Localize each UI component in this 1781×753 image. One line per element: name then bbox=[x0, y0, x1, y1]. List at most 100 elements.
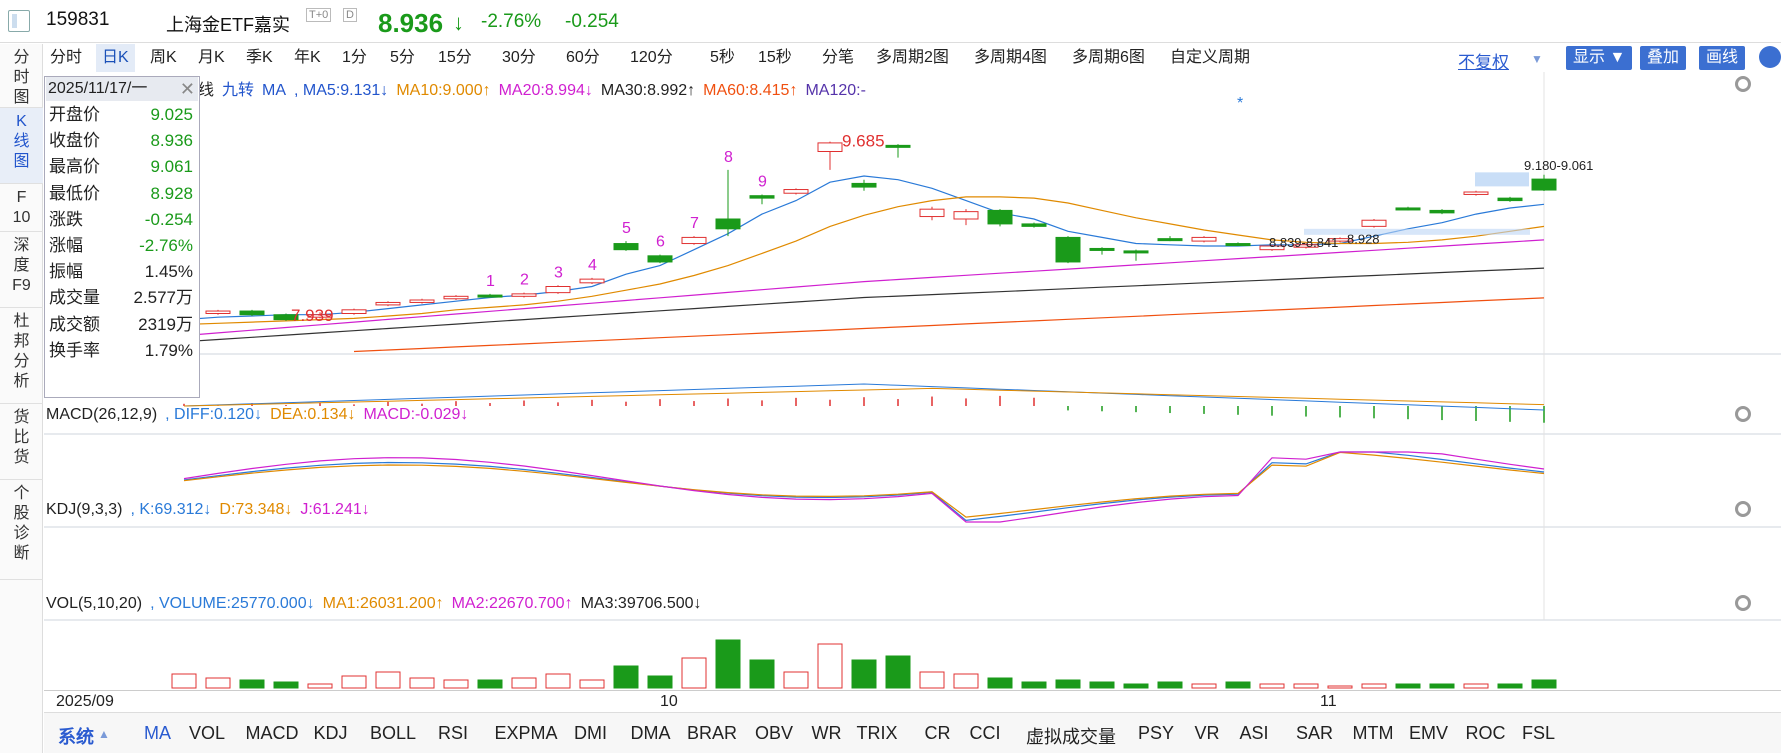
tab-period[interactable]: 日K bbox=[96, 44, 135, 72]
legend-item: MA20:8.994↓ bbox=[498, 82, 593, 99]
indicator-tab[interactable]: OBV bbox=[755, 723, 794, 743]
info-key: 涨跌 bbox=[49, 209, 83, 229]
indicator-tab[interactable]: MA bbox=[144, 723, 171, 743]
tab-period[interactable]: 月K bbox=[198, 49, 225, 66]
info-key: 最高价 bbox=[49, 157, 100, 177]
indicator-tab[interactable]: ASI bbox=[1239, 723, 1269, 743]
left-nav-item[interactable]: F 10 bbox=[0, 184, 43, 232]
td-count-label: 1 bbox=[486, 273, 495, 290]
indicator-tab[interactable]: EMV bbox=[1409, 723, 1449, 743]
tab-period[interactable]: 多周期6图 bbox=[1072, 49, 1145, 66]
show-button[interactable]: 显示 ▼ bbox=[1566, 46, 1633, 70]
ohlc-info-panel: 2025/11/17/一 ✕ 开盘价 9.025 收盘价 8.936 最高价 9.061 最… bbox=[44, 76, 200, 398]
indicator-tab[interactable]: 系统 bbox=[58, 727, 94, 747]
legend-item: MA10:9.000↑ bbox=[396, 82, 491, 99]
indicator-tab[interactable]: BRAR bbox=[687, 723, 738, 743]
indicator-tab[interactable]: MTM bbox=[1352, 723, 1394, 743]
volume-bar bbox=[1395, 683, 1421, 689]
indicator-tab[interactable]: TRIX bbox=[856, 723, 898, 743]
tab-period[interactable]: 分时 bbox=[50, 49, 83, 66]
indicator-tab[interactable]: DMA bbox=[630, 723, 671, 743]
tab-period[interactable]: 5秒 bbox=[710, 49, 735, 66]
caret-down-icon[interactable]: ▼ bbox=[1531, 52, 1543, 66]
candle-body bbox=[1157, 238, 1183, 242]
info-value: 8.928 bbox=[150, 183, 193, 203]
indicator-tab[interactable]: RSI bbox=[438, 723, 469, 743]
candle-body bbox=[273, 314, 299, 321]
sidebar-toggle-icon[interactable] bbox=[8, 10, 30, 32]
volume-bar bbox=[511, 677, 537, 689]
indicator-tab[interactable]: ROC bbox=[1465, 723, 1506, 743]
range-label: 8.839-8.841 bbox=[1269, 235, 1338, 250]
settings-gear-icon[interactable] bbox=[1735, 76, 1751, 92]
left-nav-item[interactable]: K 线 图 bbox=[0, 108, 43, 184]
candle-body bbox=[647, 255, 673, 263]
tab-period[interactable]: 年K bbox=[294, 49, 321, 66]
candle-body bbox=[1327, 238, 1353, 242]
tab-period[interactable]: 30分 bbox=[502, 49, 536, 66]
info-value: -2.76% bbox=[139, 236, 193, 255]
close-icon[interactable]: ✕ bbox=[179, 79, 195, 99]
candle-body bbox=[443, 295, 469, 300]
indicator-tab[interactable]: FSL bbox=[1522, 723, 1556, 743]
indicator-tab[interactable]: SAR bbox=[1296, 723, 1334, 743]
tab-period[interactable]: 5分 bbox=[390, 49, 415, 66]
volume-bar bbox=[613, 665, 639, 689]
tab-period[interactable]: 120分 bbox=[630, 49, 673, 66]
x-axis: 2025/09 10 11 bbox=[44, 690, 1781, 712]
indicator-tab[interactable]: CCI bbox=[969, 723, 1001, 743]
volume-bar bbox=[647, 675, 673, 689]
volume-bar bbox=[987, 677, 1013, 689]
candle-body bbox=[681, 236, 707, 245]
settings-gear-icon[interactable] bbox=[1735, 595, 1751, 611]
tab-period[interactable]: 60分 bbox=[566, 49, 600, 66]
left-nav-item[interactable]: 深 度 F9 bbox=[0, 232, 43, 308]
indicator-tab[interactable]: MACD bbox=[245, 723, 299, 743]
tab-period[interactable]: 1分 bbox=[342, 49, 367, 66]
left-nav-item[interactable]: 杜 邦 分 析 bbox=[0, 308, 43, 404]
refresh-icon[interactable] bbox=[1759, 46, 1781, 68]
legend-item: , DIFF:0.120↓ bbox=[165, 406, 263, 423]
legend-item: J:61.241↓ bbox=[300, 501, 370, 518]
indicator-tab[interactable]: VR bbox=[1194, 723, 1220, 743]
left-nav-item[interactable]: 个 股 诊 断 bbox=[0, 480, 43, 580]
indicator-tab[interactable]: BOLL bbox=[370, 723, 417, 743]
indicator-tab[interactable]: VOL bbox=[189, 723, 226, 743]
left-nav-label: 货 比 货 bbox=[13, 409, 30, 466]
legend-item: 九转 bbox=[222, 82, 255, 99]
tab-period[interactable]: 季K bbox=[246, 49, 273, 66]
candle-body bbox=[987, 209, 1013, 225]
indicator-tab[interactable]: CR bbox=[924, 723, 951, 743]
info-key: 成交额 bbox=[49, 314, 100, 334]
left-nav-item[interactable]: 分 时 图 bbox=[0, 44, 43, 108]
tab-period[interactable]: 周K bbox=[150, 49, 177, 66]
tab-period[interactable]: 15秒 bbox=[758, 49, 792, 66]
tab-period[interactable]: 15分 bbox=[438, 49, 472, 66]
indicator-tab[interactable]: KDJ bbox=[313, 723, 348, 743]
indicator-tab[interactable]: DMI bbox=[574, 723, 607, 743]
indicator-tab[interactable]: PSY bbox=[1138, 723, 1175, 743]
settings-gear-icon[interactable] bbox=[1735, 406, 1751, 422]
settings-gear-icon[interactable] bbox=[1735, 501, 1751, 517]
legend-item: VOL(5,10,20) bbox=[46, 595, 143, 612]
tab-period[interactable]: 分笔 bbox=[822, 49, 855, 66]
tab-period[interactable]: 多周期2图 bbox=[876, 49, 949, 66]
draw-line-button[interactable]: 画线 bbox=[1699, 46, 1746, 70]
info-key: 最低价 bbox=[49, 183, 100, 203]
volume-bar bbox=[443, 679, 469, 689]
candle-body bbox=[341, 309, 367, 314]
tab-period[interactable]: 自定义周期 bbox=[1170, 49, 1251, 66]
tab-period[interactable]: 多周期4图 bbox=[974, 49, 1047, 66]
indicator-tab[interactable]: WR bbox=[811, 723, 842, 743]
candle-body bbox=[783, 189, 809, 194]
indicator-tab[interactable]: EXPMA bbox=[494, 723, 558, 743]
candle-body bbox=[1123, 250, 1149, 254]
adjust-dropdown[interactable]: 不复权 bbox=[1458, 53, 1509, 72]
left-nav-item[interactable]: 货 比 货 bbox=[0, 404, 43, 480]
caret-up-icon[interactable]: ▲ bbox=[98, 727, 110, 741]
candle-body bbox=[205, 310, 231, 315]
period-tabs: 分时 日K 周K 月K 季K 年K 1分 5分 15分 30分 60分 120分 5秒 15秒 分笔 多周期2… bbox=[44, 44, 1781, 74]
ma60-line bbox=[353, 297, 1545, 353]
indicator-tab[interactable]: 虚拟成交量 bbox=[1026, 727, 1116, 747]
overlay-button[interactable]: 叠加 bbox=[1640, 46, 1687, 70]
